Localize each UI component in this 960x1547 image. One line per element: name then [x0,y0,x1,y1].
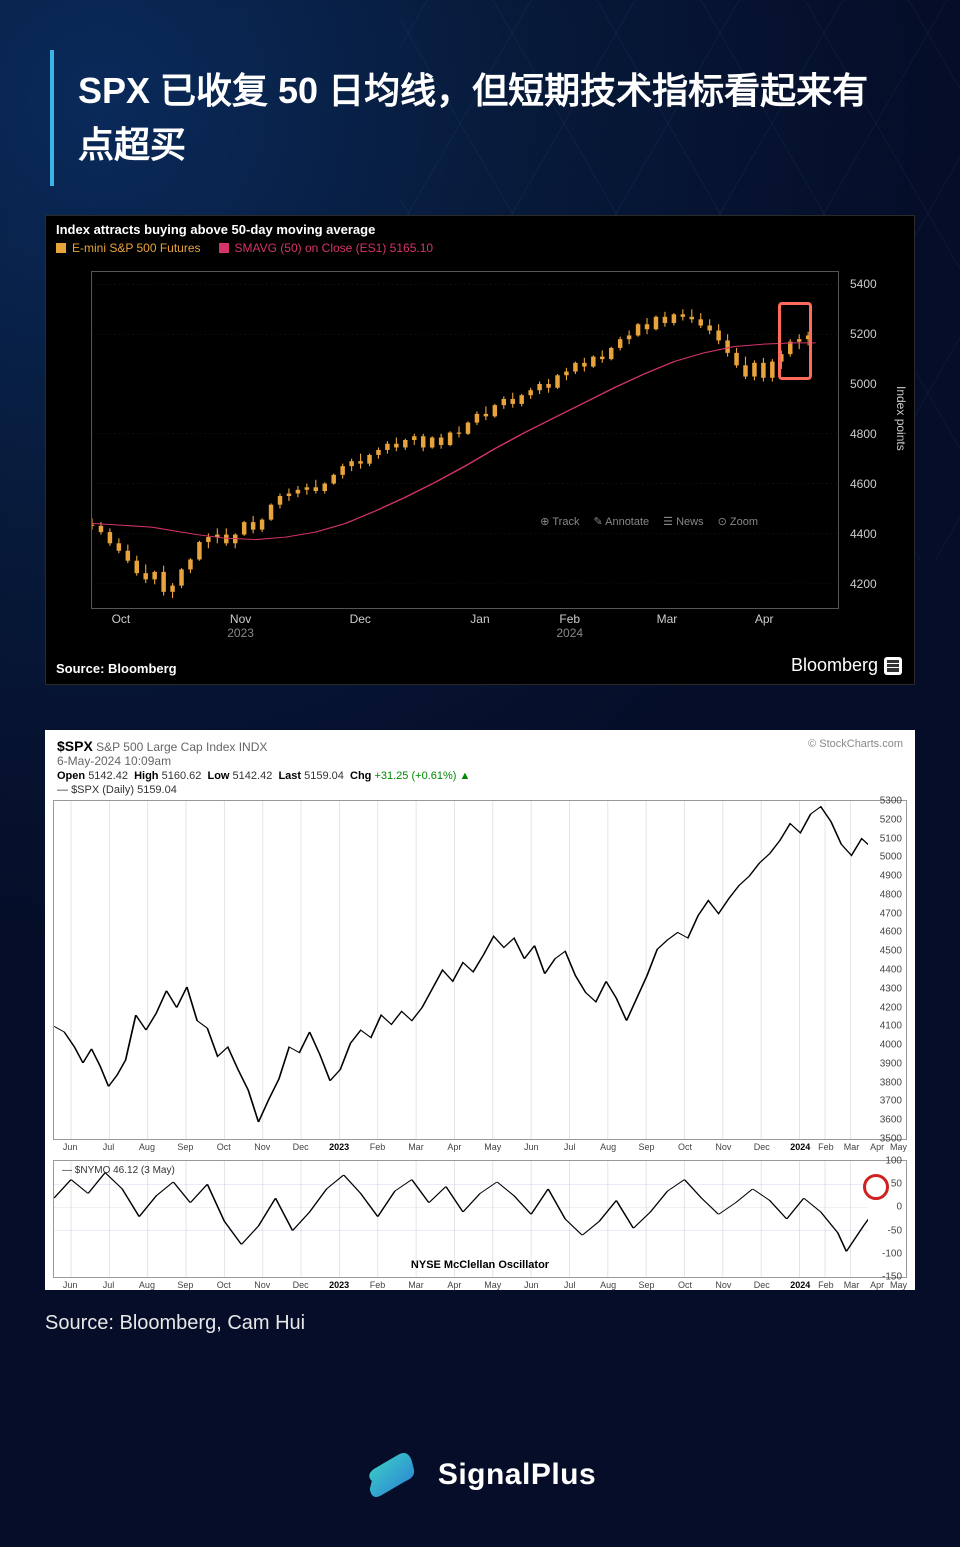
ohlc-low: 5142.42 [233,770,273,782]
chart2-panel-price: 3500360037003800390040004100420043004400… [53,800,907,1140]
logo-text: SignalPlus [438,1458,596,1492]
oscillator-title: NYSE McClellan Oscillator [411,1259,549,1271]
toolbar-track[interactable]: ⊕ Track [540,515,579,528]
logo-mark [364,1451,424,1499]
legend-label: E-mini S&P 500 Futures [72,241,201,255]
signalplus-logo: SignalPlus [364,1451,596,1499]
chart2-p1-yticks: 3500360037003800390040004100420043004400… [868,801,906,1139]
chart2-ohlc: Open 5142.42 High 5160.62 Low 5142.42 La… [45,770,915,784]
chart2-name: S&P 500 Large Cap Index [96,740,235,754]
chart1-plot: ⊕ Track ✎ Annotate ☰ News ⊙ Zoom [91,271,839,609]
chart1-xticks: OctNov2023DecJanFeb2024MarApr [91,612,839,646]
toolbar-news[interactable]: ☰ News [663,515,703,528]
chart2-xticks-mid: JunJulAugSepOctNovDec2023FebMarAprMayJun… [53,1142,907,1156]
chart1-title: Index attracts buying above 50-day movin… [46,216,914,239]
title-block: SPX 已收复 50 日均线，但短期技术指标看起来有点超买 [50,50,910,186]
chart2-header: © StockCharts.com $SPX S&P 500 Large Cap… [45,730,915,770]
bloomberg-brand: Bloomberg [791,655,902,676]
chart2-xticks-bottom: JunJulAugSepOctNovDec2023FebMarAprMayJun… [53,1280,907,1294]
legend-item: E-mini S&P 500 Futures [56,241,201,255]
bloomberg-label: Bloomberg [791,655,878,676]
legend-swatch [56,243,66,253]
stockcharts-copyright: © StockCharts.com [808,738,903,750]
oscillator-circle [863,1174,889,1200]
ohlc-high: 5160.62 [162,770,202,782]
toolbar-zoom[interactable]: ⊙ Zoom [718,515,758,528]
legend-label: SMAVG (50) on Close (ES1) 5165.10 [235,241,434,255]
chart2-p1-svg [54,801,906,1139]
source-attribution: Source: Bloomberg, Cam Hui [45,1312,305,1335]
ohlc-open: 5142.42 [88,770,128,782]
chart1-toolbar: ⊕ Track ✎ Annotate ☰ News ⊙ Zoom [540,515,758,528]
chart2-series-label: — $SPX (Daily) 5159.04 [45,784,915,800]
chart1-source: Source: Bloomberg [56,661,177,676]
toolbar-annotate[interactable]: ✎ Annotate [593,515,649,528]
bloomberg-chart: Index attracts buying above 50-day movin… [45,215,915,685]
bloomberg-icon [884,657,902,675]
highlight-box [778,302,812,379]
ohlc-last: 5159.04 [304,770,344,782]
oscillator-label: — $NYMO 46.12 (3 May) [62,1165,175,1176]
legend-swatch [219,243,229,253]
ohlc-arrow: ▲ [459,770,470,782]
chart1-svg [92,272,838,608]
ohlc-chg: +31.25 (+0.61%) [374,770,456,782]
chart2-panel-oscillator: — $NYMO 46.12 (3 May) -150-100-50050100 … [53,1160,907,1278]
chart2-date: 6-May-2024 10:09am [57,754,171,768]
chart2-series-text: $SPX (Daily) 5159.04 [71,784,177,796]
chart2-index: INDX [239,740,268,754]
stockcharts-chart: © StockCharts.com $SPX S&P 500 Large Cap… [45,730,915,1290]
chart2-symbol: $SPX [57,738,93,754]
title-bar: SPX 已收复 50 日均线，但短期技术指标看起来有点超买 [50,50,910,186]
chart1-legend: E-mini S&P 500 Futures SMAVG (50) on Clo… [46,239,914,261]
page-title: SPX 已收复 50 日均线，但短期技术指标看起来有点超买 [78,64,890,172]
legend-item: SMAVG (50) on Close (ES1) 5165.10 [219,241,434,255]
chart1-yaxis-label: Index points [894,386,908,451]
